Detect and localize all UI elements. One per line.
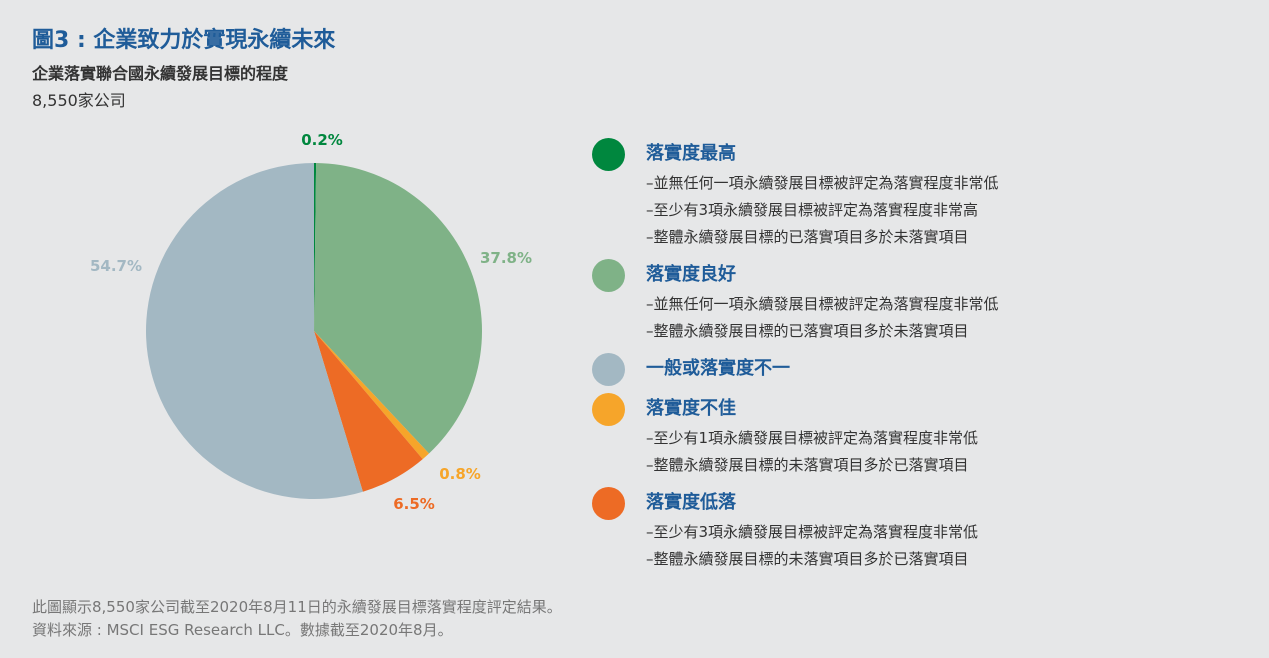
footnotes: 此圖顯示8,550家公司截至2020年8月11日的永續發展目標落實程度評定結果。…	[32, 596, 562, 642]
pie-label-0: 0.2%	[301, 131, 343, 149]
legend-criteria-list: –至少有3項永續發展目標被評定為落實程度非常低 –整體永續發展目標的未落實項目多於…	[646, 519, 1252, 573]
legend-swatch-3	[592, 393, 625, 426]
legend-criterion: –至少有1項永續發展目標被評定為落實程度非常低	[646, 429, 979, 447]
pie-slice-3	[314, 331, 423, 492]
legend-criterion: –整體永續發展目標的已落實項目多於未落實項目	[646, 322, 969, 340]
legend-criteria-list: –並無任何一項永續發展目標被評定為落實程度非常低 –整體永續發展目標的已落實項目多…	[646, 291, 1252, 345]
pie-slice-4	[146, 163, 363, 499]
pie-slice-0	[314, 163, 317, 331]
legend-item-2: 一般或落實度不一	[592, 353, 1252, 386]
legend-label-0: 落實度最高	[646, 143, 736, 164]
legend-criterion: –並無任何一項永續發展目標被評定為落實程度非常低	[646, 295, 999, 313]
legend-label-1: 落實度良好	[646, 264, 736, 285]
legend-item-1: 落實度良好 –並無任何一項永續發展目標被評定為落實程度非常低 –整體永續發展目標的已…	[592, 259, 1252, 345]
legend-swatch-2	[592, 353, 625, 386]
legend-swatch-0	[592, 138, 625, 171]
legend-label-2: 一般或落實度不一	[646, 358, 790, 379]
legend-item-4: 落實度低落 –至少有3項永續發展目標被評定為落實程度非常低 –整體永續發展目標的未落…	[592, 487, 1252, 573]
pie-slice-1	[314, 163, 482, 454]
chart-subtitle: 企業落實聯合國永續發展目標的程度	[32, 64, 289, 83]
pie-label-4: 54.7%	[90, 257, 142, 275]
legend-criteria-list: –並無任何一項永續發展目標被評定為落實程度非常低 –至少有3項永續發展目標被評定為…	[646, 170, 1252, 251]
legend-criterion: –至少有3項永續發展目標被評定為落實程度非常高	[646, 201, 979, 219]
legend-swatch-1	[592, 259, 625, 292]
legend-criterion: –整體永續發展目標的已落實項目多於未落實項目	[646, 228, 969, 246]
legend-label-4: 落實度低落	[646, 492, 736, 513]
footnote-source: 資料來源 : MSCI ESG Research LLC。數據截至2020年8月…	[32, 621, 453, 639]
legend-swatch-4	[592, 487, 625, 520]
pie-chart: 0.2% 37.8% 0.8%6.5% 54.7%	[90, 131, 532, 513]
chart-title: 圖3 : 企業致力於實現永續未來	[32, 28, 336, 53]
pie-label-1: 37.8%	[480, 249, 532, 267]
legend-criterion: –並無任何一項永續發展目標被評定為落實程度非常低	[646, 174, 999, 192]
legend-item-0: 落實度最高 –並無任何一項永續發展目標被評定為落實程度非常低 –至少有3項永續發展目…	[592, 138, 1252, 251]
legend-criterion: –至少有3項永續發展目標被評定為落實程度非常低	[646, 523, 979, 541]
pie-label-3: 6.5%	[393, 495, 435, 513]
legend-criteria-list: –至少有1項永續發展目標被評定為落實程度非常低 –整體永續發展目標的未落實項目多於…	[646, 425, 1252, 479]
pie-slice-2	[314, 331, 430, 460]
legend: 落實度最高 –並無任何一項永續發展目標被評定為落實程度非常低 –至少有3項永續發展目…	[592, 138, 1252, 581]
pie-label-2: 0.8%	[439, 465, 481, 483]
legend-label-3: 落實度不佳	[646, 398, 736, 419]
legend-criterion: –整體永續發展目標的未落實項目多於已落實項目	[646, 550, 969, 568]
footnote-description: 此圖顯示8,550家公司截至2020年8月11日的永續發展目標落實程度評定結果。	[32, 598, 562, 616]
legend-item-3: 落實度不佳 –至少有1項永續發展目標被評定為落實程度非常低 –整體永續發展目標的未落…	[592, 393, 1252, 479]
company-count: 8,550家公司	[32, 91, 126, 110]
legend-criterion: –整體永續發展目標的未落實項目多於已落實項目	[646, 456, 969, 474]
